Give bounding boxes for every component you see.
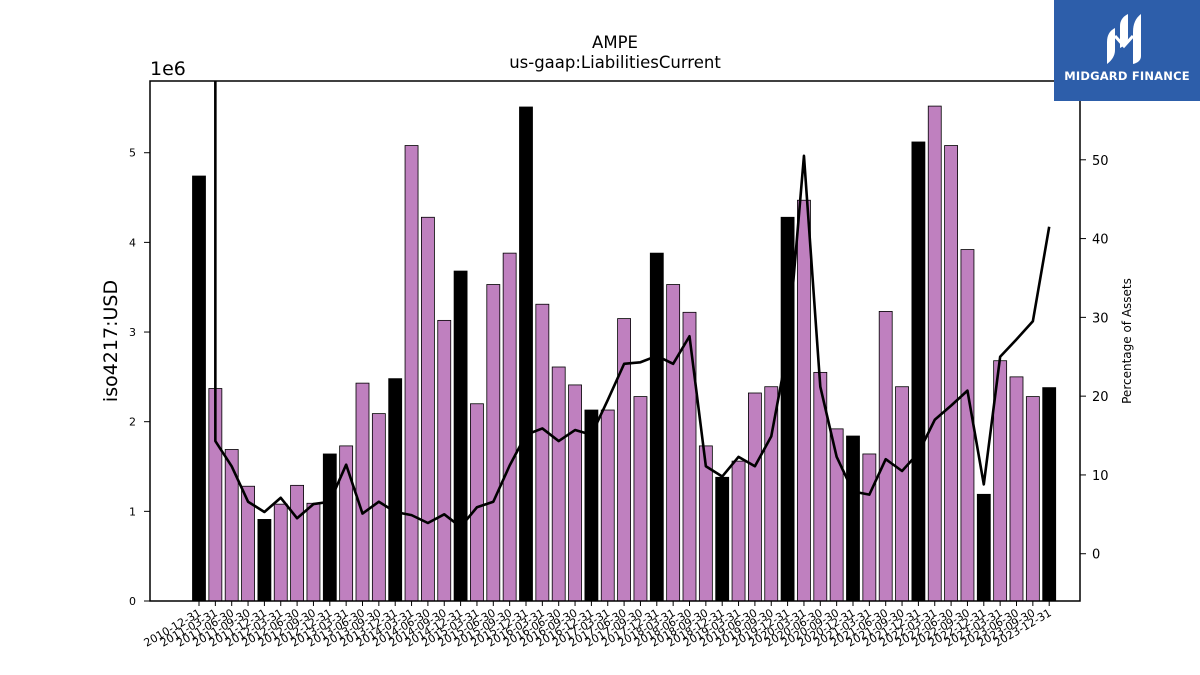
chart-title: AMPE: [592, 33, 638, 52]
bar-2021-03-31: [862, 453, 877, 602]
y-axis-label: iso4217:USD: [100, 280, 122, 402]
midgard-logo-icon: [1107, 14, 1141, 64]
bar-2022-09-30: [960, 249, 975, 602]
y2-tick-label: 50: [1092, 154, 1109, 169]
y-tick-label: 3: [129, 326, 136, 339]
bar-2020-12-31: [846, 435, 860, 602]
bar-2011-06-30: [224, 449, 239, 602]
bar-2019-12-31: [780, 216, 795, 602]
y-tick-label: 2: [129, 416, 136, 429]
bar-2016-12-31: [584, 409, 599, 602]
bar-2021-12-31: [911, 141, 926, 602]
bar-2016-09-30: [568, 384, 582, 602]
bar-2018-12-31: [715, 476, 730, 602]
bar-2015-06-30: [486, 284, 501, 602]
bars: [192, 105, 1057, 602]
y2-tick-label: 40: [1092, 233, 1109, 248]
logo-text: MIDGARD FINANCE: [1064, 69, 1190, 83]
bar-2019-03-31: [731, 460, 746, 602]
bar-2016-03-31: [535, 303, 550, 602]
bar-2013-03-31: [339, 445, 354, 602]
bar-2017-12-31: [649, 252, 664, 602]
bar-2012-06-30: [290, 484, 305, 602]
y2-tick-label: 10: [1092, 469, 1109, 484]
bar-2016-06-30: [551, 366, 566, 602]
y-tick-label: 1: [129, 505, 136, 518]
y-tick-label: 5: [129, 147, 136, 160]
y2-tick-label: 30: [1092, 311, 1109, 326]
logo: MIDGARD FINANCE: [1054, 0, 1200, 101]
bar-2010-12-31: [192, 175, 206, 602]
series-line-percentage: [214, 81, 1051, 529]
y2-tick-label: 20: [1092, 390, 1109, 405]
bar-2023-09-30: [1025, 396, 1040, 602]
y2-axis-label: Percentage of Assets: [1120, 278, 1134, 404]
x-ticks: 2010-12-312011-03-312011-06-302011-09-30…: [142, 601, 1054, 650]
bar-2014-09-30: [437, 319, 452, 602]
bar-2017-06-30: [617, 318, 631, 602]
bar-2013-06-30: [355, 382, 370, 602]
bar-2020-03-31: [797, 199, 811, 602]
bar-2022-12-31: [976, 493, 991, 602]
line-layer: [214, 81, 1051, 529]
bar-2023-06-30: [1009, 376, 1024, 602]
y-tick-label: 4: [129, 236, 136, 249]
plot-frame: [149, 80, 1081, 602]
bar-2017-03-31: [600, 409, 615, 602]
y-ticks: 0 1 2 3 4 5: [129, 147, 150, 608]
bar-2014-03-31: [404, 145, 419, 602]
bar-2011-12-31: [257, 519, 272, 602]
bar-2012-03-31: [273, 503, 288, 602]
chart-subtitle: us-gaap:LiabilitiesCurrent: [509, 53, 721, 72]
bar-2018-03-31: [666, 284, 681, 602]
bar-2012-12-31: [322, 453, 337, 602]
bar-2014-06-30: [420, 216, 435, 602]
y2-ticks: 0 10 20 30 40 50: [1080, 154, 1109, 563]
y-offset-label: 1e6: [150, 58, 186, 80]
bar-2021-06-30: [878, 311, 893, 602]
bar-2023-12-31: [1042, 387, 1057, 602]
bar-2012-09-30: [306, 502, 321, 602]
bar-2014-12-31: [453, 270, 468, 602]
bar-2015-09-30: [502, 252, 517, 602]
bar-2019-06-30: [748, 392, 762, 602]
bar-2017-09-30: [633, 396, 648, 602]
bar-2015-12-31: [519, 106, 533, 602]
y2-tick-label: 0: [1092, 548, 1100, 563]
bar-2015-03-31: [470, 403, 484, 602]
bar-2022-03-31: [927, 105, 942, 602]
bar-2021-09-30: [895, 386, 909, 602]
bar-2022-06-30: [944, 145, 958, 602]
bar-2018-06-30: [682, 311, 697, 602]
y-tick-label: 0: [129, 595, 136, 608]
bar-2013-09-30: [371, 413, 386, 602]
bar-2013-12-31: [388, 378, 403, 602]
